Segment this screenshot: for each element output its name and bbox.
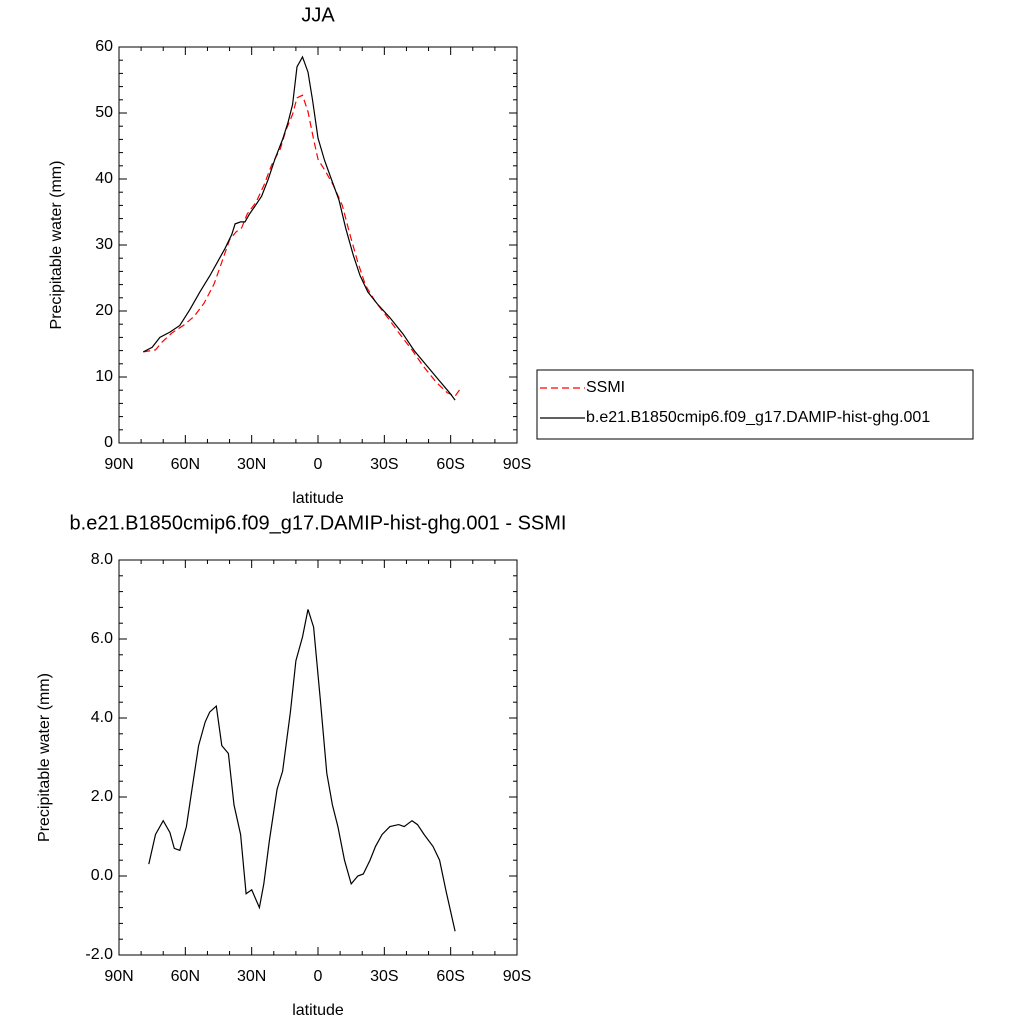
x-tick-label: 0 [314, 968, 323, 985]
legend-label: SSMI [586, 379, 625, 396]
chart-title: JJA [301, 4, 335, 26]
y-tick-label: 2.0 [91, 788, 113, 805]
x-tick-label: 30S [370, 456, 398, 473]
x-tick-label: 0 [314, 456, 323, 473]
x-tick-label: 30S [370, 968, 398, 985]
plot-frame [118, 559, 518, 956]
x-tick-label: 30N [237, 968, 266, 985]
y-tick-label: 10 [95, 368, 113, 385]
x-tick-label: 60S [436, 456, 464, 473]
chart-title: b.e21.B1850cmip6.f09_g17.DAMIP-hist-ghg.… [70, 512, 567, 534]
y-tick-label: 0 [104, 434, 113, 451]
y-axis-label: Precipitable water (mm) [36, 673, 53, 842]
x-tick-label: 60S [436, 968, 464, 985]
x-tick-label: 90S [503, 456, 531, 473]
y-tick-label: 30 [95, 236, 113, 253]
data-line [143, 94, 463, 397]
y-tick-label: 4.0 [91, 709, 113, 726]
y-tick-label: 0.0 [91, 867, 113, 884]
plot-frame [118, 46, 518, 444]
y-tick-label: -2.0 [85, 946, 113, 963]
x-tick-label: 90N [104, 456, 133, 473]
legend-box [536, 369, 974, 440]
x-tick-label: 90N [104, 968, 133, 985]
y-tick-label: 50 [95, 104, 113, 121]
y-axis-label: Precipitable water (mm) [48, 161, 65, 330]
y-tick-label: 20 [95, 302, 113, 319]
x-tick-label: 90S [503, 968, 531, 985]
x-tick-label: 60N [171, 456, 200, 473]
data-line [148, 609, 456, 932]
legend-label: b.e21.B1850cmip6.f09_g17.DAMIP-hist-ghg.… [586, 409, 930, 426]
y-tick-label: 40 [95, 170, 113, 187]
x-tick-label: 30N [237, 456, 266, 473]
y-tick-label: 8.0 [91, 551, 113, 568]
data-line [143, 55, 456, 401]
x-axis-label: latitude [292, 490, 344, 507]
y-tick-label: 6.0 [91, 630, 113, 647]
x-tick-label: 60N [171, 968, 200, 985]
x-axis-label: latitude [292, 1002, 344, 1019]
y-tick-label: 60 [95, 38, 113, 55]
